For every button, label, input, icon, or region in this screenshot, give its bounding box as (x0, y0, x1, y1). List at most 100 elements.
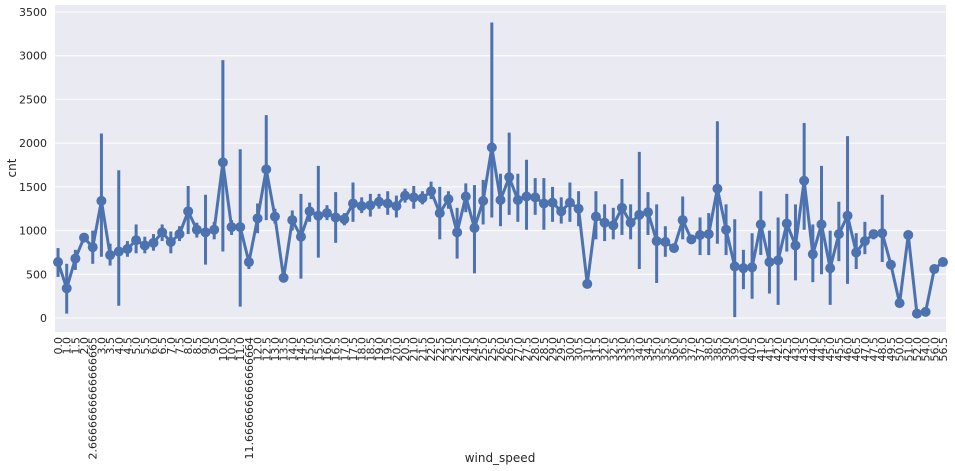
x-tick-label: 52.0 (911, 337, 924, 362)
point (408, 192, 419, 203)
x-tick-label: 31.5 (590, 337, 603, 362)
point (495, 194, 506, 205)
point (504, 172, 515, 183)
point (651, 236, 662, 247)
point (920, 306, 931, 317)
point (799, 175, 810, 186)
x-tick-label: 37.0 (685, 337, 698, 362)
point (608, 220, 619, 231)
x-tick-label: 12.0 (252, 337, 265, 362)
x-tick-label: 8.5 (191, 337, 204, 355)
point (374, 196, 385, 207)
point (278, 272, 289, 283)
point (703, 229, 714, 240)
x-tick-label: 22.0 (425, 337, 438, 362)
point (469, 222, 480, 233)
x-tick-label: 13.0 (269, 337, 282, 362)
x-tick-label: 48.0 (876, 337, 889, 362)
y-tick-label: 1500 (19, 181, 47, 194)
x-tick-label: 6.0 (147, 337, 160, 355)
x-tick-label: 30.5 (573, 337, 586, 362)
x-tick-label: 28.0 (529, 337, 542, 362)
x-tick-label: 33.5 (625, 337, 638, 362)
x-tick-label: 29.0 (547, 337, 560, 362)
point (131, 235, 142, 246)
point (139, 240, 150, 251)
point (582, 278, 593, 289)
point (903, 229, 914, 240)
x-tick-label: 26.0 (495, 337, 508, 362)
point (521, 191, 532, 202)
x-tick-label: 1.5 (69, 337, 82, 355)
x-tick-label: 36.5 (677, 337, 690, 362)
point (434, 208, 445, 219)
x-tick-label: 27.5 (521, 337, 534, 362)
point (105, 250, 116, 261)
point (833, 229, 844, 240)
x-tick-label: 2.0 (78, 337, 91, 355)
x-tick-label: 8.0 (182, 337, 195, 355)
x-tick-label: 50.0 (894, 337, 907, 362)
point (911, 308, 922, 319)
x-tick-label: 49.5 (885, 337, 898, 362)
plot-background (55, 5, 946, 332)
point (755, 219, 766, 230)
x-tick-label: 11.666666666666664 (243, 337, 256, 459)
point (382, 198, 393, 209)
y-tick-label: 2000 (19, 137, 47, 150)
point (269, 211, 280, 222)
point (165, 236, 176, 247)
y-tick-label: 2500 (19, 93, 47, 106)
point (695, 229, 706, 240)
point (634, 209, 645, 220)
x-tick-label: 3.5 (104, 337, 117, 355)
x-tick-label: 7.0 (165, 337, 178, 355)
point (677, 215, 688, 226)
point (556, 206, 567, 217)
point (564, 197, 575, 208)
x-tick-label: 43.5 (798, 337, 811, 362)
point (53, 257, 64, 268)
point (773, 255, 784, 266)
x-tick-label: 0.0 (52, 337, 65, 355)
x-tick-label: 44.5 (816, 337, 829, 362)
point (295, 231, 306, 242)
x-tick-label: 51.0 (902, 337, 915, 362)
x-tick-label: 4.0 (113, 337, 126, 355)
x-tick-label: 39.0 (720, 337, 733, 362)
y-tick-label: 500 (26, 268, 47, 281)
point (660, 236, 671, 247)
point (79, 232, 90, 243)
x-tick-label: 38.0 (703, 337, 716, 362)
x-tick-label: 35.0 (651, 337, 664, 362)
point (122, 243, 133, 254)
point (816, 219, 827, 230)
point (486, 142, 497, 153)
x-tick-label: 5.0 (130, 337, 143, 355)
point (729, 261, 740, 272)
point (686, 234, 697, 245)
x-tick-label: 14.5 (295, 337, 308, 362)
x-tick-label: 30.0 (564, 337, 577, 362)
x-tick-label: 29.5 (555, 337, 568, 362)
x-tick-label: 17.5 (347, 337, 360, 362)
point (226, 222, 237, 233)
x-tick-label: 26.5 (503, 337, 516, 362)
x-tick-label: 13.5 (278, 337, 291, 362)
point (174, 229, 185, 240)
x-tick-label: 14.0 (286, 337, 299, 362)
x-tick-label: 11.0 (234, 337, 247, 362)
point (261, 164, 272, 175)
point (877, 228, 888, 239)
point (669, 243, 680, 254)
y-tick-label: 3500 (19, 6, 47, 19)
x-tick-label: 15.5 (312, 337, 325, 362)
point (365, 200, 376, 211)
point (825, 263, 836, 274)
x-tick-label: 56.0 (928, 337, 941, 362)
point (807, 249, 818, 260)
point (157, 227, 168, 238)
x-tick-label: 36.0 (668, 337, 681, 362)
x-tick-label: 54.0 (920, 337, 933, 362)
